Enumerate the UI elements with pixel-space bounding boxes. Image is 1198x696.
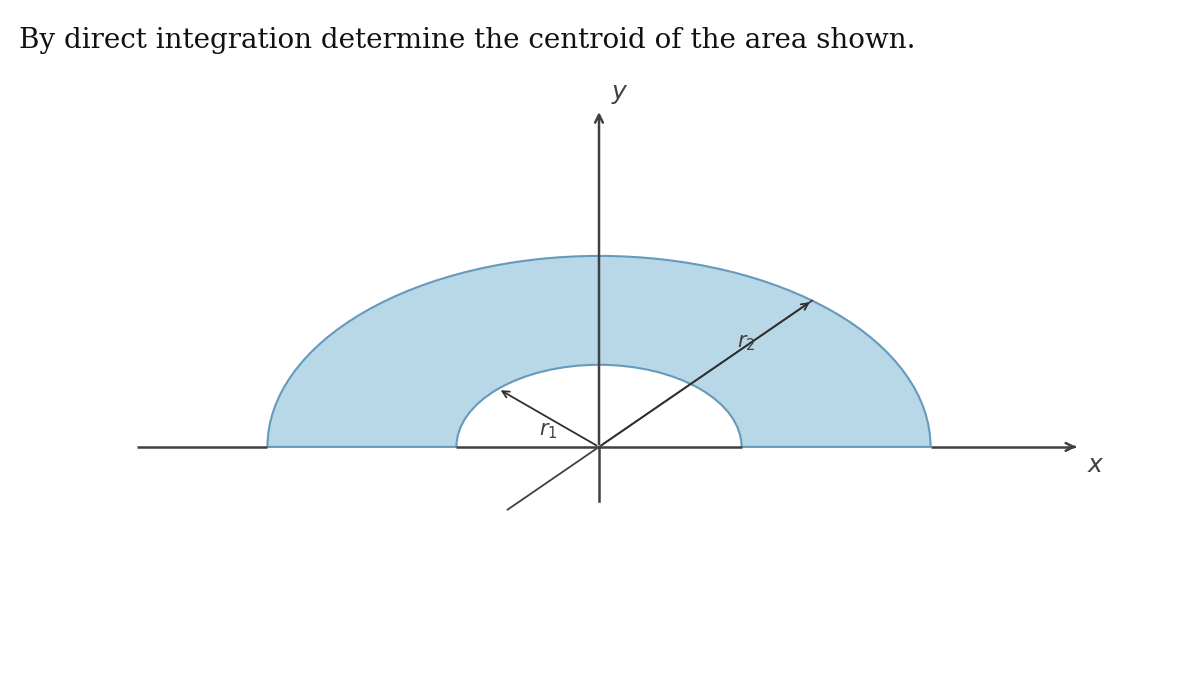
Text: $x$: $x$ xyxy=(1087,454,1105,477)
Wedge shape xyxy=(267,256,931,447)
Text: By direct integration determine the centroid of the area shown.: By direct integration determine the cent… xyxy=(19,27,915,54)
Text: $r_2$: $r_2$ xyxy=(737,333,756,353)
Text: $r_1$: $r_1$ xyxy=(539,422,558,441)
Text: $y$: $y$ xyxy=(611,83,629,106)
